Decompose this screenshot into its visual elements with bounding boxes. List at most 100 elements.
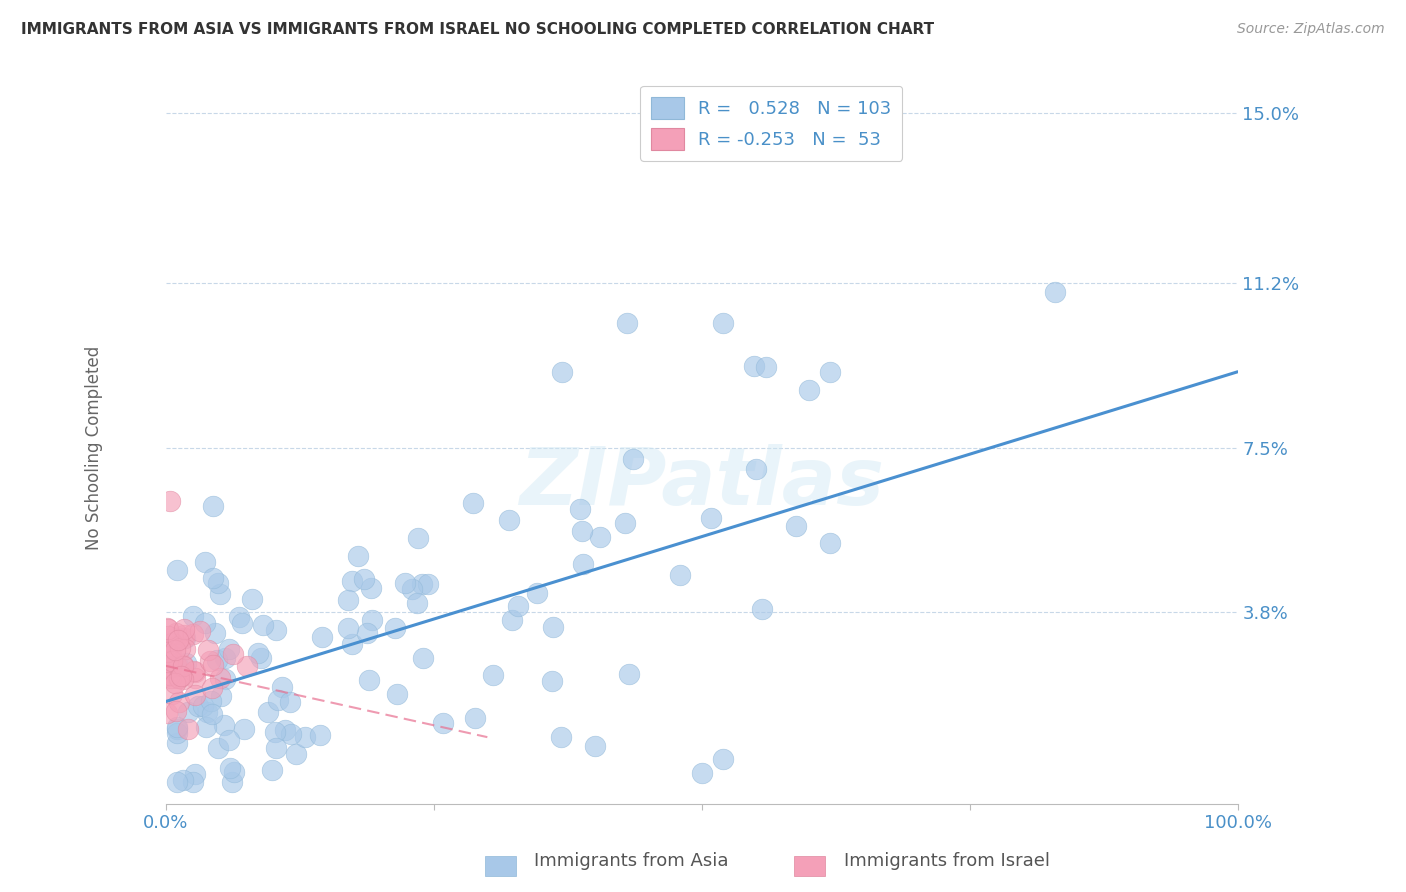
Point [280,695,302,709]
Point [191,698,214,713]
Point [160,687,183,701]
Y-axis label: No Schooling Completed: No Schooling Completed [86,345,103,549]
Point [160,672,183,686]
Point [184,689,207,703]
Point [157,629,180,643]
Point [751,602,773,616]
Point [156,706,179,720]
Point [165,643,187,657]
Point [260,763,283,777]
Point [294,731,316,745]
Point [187,698,209,713]
Point [174,631,197,645]
Point [394,575,416,590]
Point [194,720,217,734]
Point [353,572,375,586]
Point [613,516,636,530]
Point [360,613,382,627]
Point [157,660,180,674]
Point [173,631,195,645]
Point [156,621,179,635]
Point [526,586,548,600]
Point [218,733,240,747]
Point [176,656,198,670]
Text: ZIPatlas: ZIPatlas [519,444,884,522]
Point [1045,285,1067,299]
Point [160,654,183,668]
Point [163,676,186,690]
Point [212,717,235,731]
Point [311,631,333,645]
Point [228,610,250,624]
Text: Immigrants from Asia: Immigrants from Asia [534,852,728,870]
Point [201,681,224,695]
Point [222,764,245,779]
Point [159,668,181,682]
Point [166,563,188,577]
Point [309,728,332,742]
Point [337,593,360,607]
Point [820,365,842,379]
Point [744,462,766,476]
Point [160,636,183,650]
Point [264,623,287,637]
Point [464,711,486,725]
Point [583,739,606,753]
Point [411,577,433,591]
Point [340,637,363,651]
Point [181,609,204,624]
Point [589,530,612,544]
Point [506,599,529,613]
Point [183,665,205,679]
Point [166,721,188,735]
Point [274,723,297,738]
Point [252,618,274,632]
Text: IMMIGRANTS FROM ASIA VS IMMIGRANTS FROM ISRAEL NO SCHOOLING COMPLETED CORRELATIO: IMMIGRANTS FROM ASIA VS IMMIGRANTS FROM … [21,22,934,37]
Point [621,452,644,467]
Point [156,668,179,682]
Point [218,642,240,657]
Point [463,496,485,510]
Point [166,726,188,740]
Point [166,672,188,686]
Point [172,659,194,673]
Point [541,620,564,634]
Point [405,596,427,610]
Point [197,643,219,657]
Point [337,621,360,635]
Point [236,658,259,673]
Point [700,511,723,525]
Point [173,627,195,641]
Point [177,705,200,719]
Point [550,730,572,744]
Point [170,669,193,683]
Point [711,316,734,330]
Point [249,650,271,665]
Point [214,672,236,686]
Text: Immigrants from Israel: Immigrants from Israel [844,852,1050,870]
Point [572,557,595,571]
Point [785,519,807,533]
Point [551,365,574,379]
Point [340,574,363,588]
Point [201,499,224,513]
Point [571,524,593,538]
Point [188,624,211,638]
Point [360,581,382,595]
Point [194,555,217,569]
Point [160,648,183,662]
Point [174,642,197,657]
Point [416,576,439,591]
Point [263,725,285,739]
Point [270,681,292,695]
Point [818,536,841,550]
Point [221,774,243,789]
Point [163,637,186,651]
Point [218,761,240,775]
Point [165,626,187,640]
Point [159,494,181,508]
Point [240,592,263,607]
Point [200,654,222,668]
Point [166,723,188,737]
Point [204,626,226,640]
